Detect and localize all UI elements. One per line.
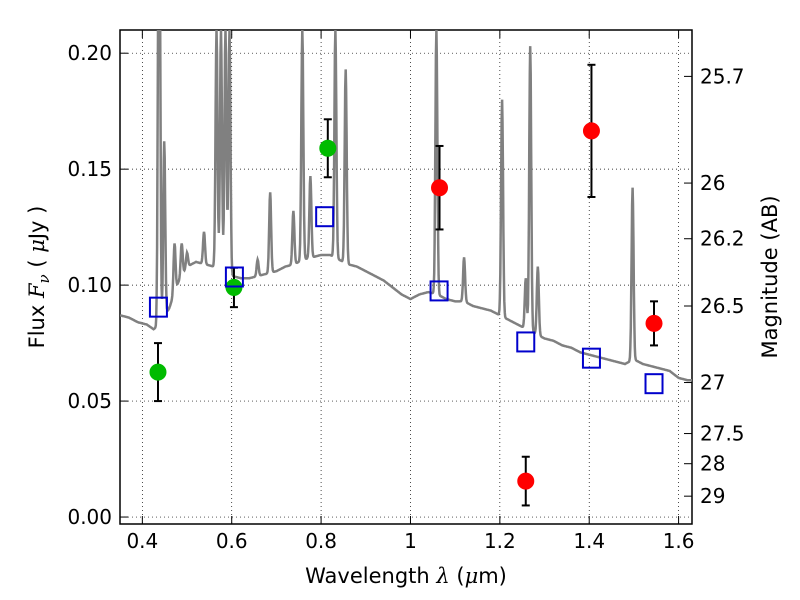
- data-point: [431, 179, 449, 197]
- x-axis-label: Wavelength λ (μm): [305, 564, 507, 588]
- data-markers: [148, 63, 664, 507]
- plot-frame: [119, 29, 693, 525]
- model-spectrum: [120, 30, 692, 382]
- y-tick-label: 0.20: [67, 41, 112, 65]
- data-point: [319, 139, 337, 157]
- x-tick-label: 0.6: [216, 529, 248, 553]
- data-point: [645, 314, 663, 332]
- y2-tick-label: 26.2: [700, 227, 745, 251]
- x-tick-label: 1.4: [573, 529, 605, 553]
- x-tick-label: 1.2: [484, 529, 516, 553]
- model-flux-square: [516, 331, 536, 353]
- model-flux-square: [148, 296, 168, 318]
- x-tick-label: 0.4: [126, 529, 158, 553]
- y-axis-label: Flux Fν ( μJy ): [25, 206, 53, 349]
- data-point: [517, 472, 535, 490]
- x-tick-label: 1.6: [663, 529, 695, 553]
- y-tick-label: 0.00: [67, 505, 112, 529]
- y-tick-label: 0.05: [67, 389, 112, 413]
- model-flux-square: [224, 266, 244, 288]
- y-tick-label: 0.15: [67, 157, 112, 181]
- model-flux-square: [429, 280, 449, 302]
- x-tick-label: 0.8: [305, 529, 337, 553]
- axis-ticks: 0.4 0.6 0.8 1 1.2 1.4 1.6 0.00 0.05 0.10 0.15 0.20 2…: [67, 30, 745, 553]
- y2-tick-label: 26: [700, 171, 725, 195]
- model-flux-square: [315, 206, 335, 228]
- y2-tick-label: 29: [700, 484, 725, 508]
- y2-tick-label: 27: [700, 371, 725, 395]
- x-tick-label: 1: [404, 529, 417, 553]
- y2-axis-label: Magnitude (AB): [758, 195, 782, 358]
- y2-tick-label: 28: [700, 452, 725, 476]
- y2-tick-label: 27.5: [700, 422, 745, 446]
- data-point: [149, 363, 167, 381]
- model-flux-square: [581, 347, 601, 369]
- y2-tick-label: 25.7: [700, 64, 745, 88]
- gridlines: [120, 30, 692, 524]
- spectrum-line: [120, 30, 692, 382]
- data-point: [582, 122, 600, 140]
- y2-tick-label: 26.5: [700, 294, 745, 318]
- y-tick-label: 0.10: [67, 273, 112, 297]
- model-flux-square: [644, 373, 664, 395]
